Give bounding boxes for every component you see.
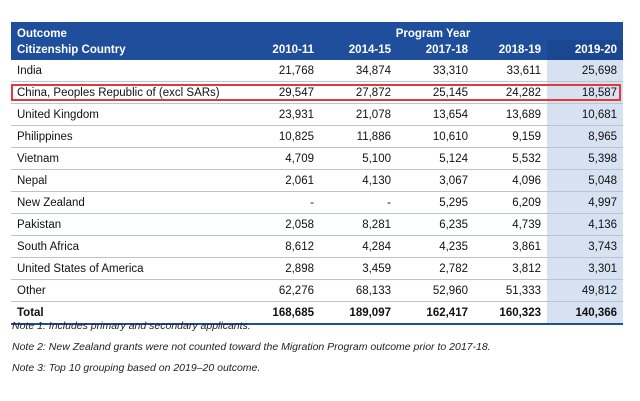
header-year: 2018-19 <box>474 40 547 60</box>
table-row: Vietnam 4,709 5,100 5,124 5,532 5,398 <box>11 147 624 170</box>
value-cell: 33,611 <box>474 60 547 82</box>
value-cell: 2,898 <box>243 257 320 280</box>
migration-table-container: Outcome Program Year Citizenship Country… <box>11 22 624 325</box>
table-header: Outcome Program Year Citizenship Country… <box>11 22 624 60</box>
value-cell: 8,612 <box>243 235 320 258</box>
value-cell: 33,310 <box>397 60 474 82</box>
table-row: United Kingdom 23,931 21,078 13,654 13,689 10… <box>11 103 624 126</box>
table-row: India 21,768 34,874 33,310 33,611 25,698 <box>11 60 624 82</box>
value-cell: 5,398 <box>547 147 624 170</box>
value-cell: 29,547 <box>243 81 320 104</box>
note-2: Note 2: New Zealand grants were not coun… <box>12 341 491 353</box>
value-cell: 24,282 <box>474 81 547 104</box>
value-cell: 25,698 <box>547 60 624 82</box>
migration-outcome-table: Outcome Program Year Citizenship Country… <box>11 22 624 325</box>
country-cell: Vietnam <box>11 147 243 170</box>
value-cell: 9,159 <box>474 125 547 148</box>
value-cell: 5,100 <box>320 147 397 170</box>
value-cell: 189,097 <box>320 301 397 325</box>
table-row: United States of America 2,898 3,459 2,782 3… <box>11 257 624 280</box>
value-cell: 10,681 <box>547 103 624 126</box>
value-cell: 8,965 <box>547 125 624 148</box>
value-cell: 3,067 <box>397 169 474 192</box>
value-cell: 62,276 <box>243 279 320 302</box>
header-year: 2010-11 <box>243 40 320 60</box>
value-cell: 11,886 <box>320 125 397 148</box>
value-cell: 5,295 <box>397 191 474 214</box>
value-cell: 18,587 <box>547 81 624 104</box>
value-cell: 13,689 <box>474 103 547 126</box>
table-row: South Africa 8,612 4,284 4,235 3,861 3,743 <box>11 235 624 258</box>
value-cell: 140,366 <box>547 301 624 325</box>
value-cell: 10,610 <box>397 125 474 148</box>
value-cell: - <box>320 191 397 214</box>
value-cell: 168,685 <box>243 301 320 325</box>
table-row: Nepal 2,061 4,130 3,067 4,096 5,048 <box>11 169 624 192</box>
table-row: China, Peoples Republic of (excl SARs) 29… <box>11 81 624 104</box>
country-cell: Philippines <box>11 125 243 148</box>
value-cell: 34,874 <box>320 60 397 82</box>
country-cell: Nepal <box>11 169 243 192</box>
value-cell: 160,323 <box>474 301 547 325</box>
table-body: India 21,768 34,874 33,310 33,611 25,698 China… <box>11 60 624 325</box>
value-cell: 3,743 <box>547 235 624 258</box>
value-cell: 162,417 <box>397 301 474 325</box>
header-citizenship-country: Citizenship Country <box>11 40 243 60</box>
total-row: Total 168,685 189,097 162,417 160,323 140,366 <box>11 301 624 325</box>
header-year: 2017-18 <box>397 40 474 60</box>
value-cell: 3,812 <box>474 257 547 280</box>
value-cell: 4,284 <box>320 235 397 258</box>
value-cell: 10,825 <box>243 125 320 148</box>
value-cell: 3,861 <box>474 235 547 258</box>
header-program-year: Program Year <box>243 22 624 40</box>
value-cell: 4,130 <box>320 169 397 192</box>
table-row: Other 62,276 68,133 52,960 51,333 49,812 <box>11 279 624 302</box>
value-cell: 4,709 <box>243 147 320 170</box>
value-cell: - <box>243 191 320 214</box>
value-cell: 4,096 <box>474 169 547 192</box>
value-cell: 8,281 <box>320 213 397 236</box>
value-cell: 4,997 <box>547 191 624 214</box>
country-cell: United States of America <box>11 257 243 280</box>
country-cell: New Zealand <box>11 191 243 214</box>
country-cell: South Africa <box>11 235 243 258</box>
value-cell: 5,048 <box>547 169 624 192</box>
country-cell: Other <box>11 279 243 302</box>
value-cell: 5,124 <box>397 147 474 170</box>
table-row: New Zealand - -5,295 6,209 4,997 <box>11 191 624 214</box>
value-cell: 4,235 <box>397 235 474 258</box>
value-cell: 21,768 <box>243 60 320 82</box>
country-cell: United Kingdom <box>11 103 243 126</box>
value-cell: 4,739 <box>474 213 547 236</box>
note-1: Note 1: Includes primary and secondary a… <box>12 320 251 332</box>
value-cell: 6,235 <box>397 213 474 236</box>
table-row: Pakistan 2,058 8,281 6,235 4,739 4,136 <box>11 213 624 236</box>
value-cell: 23,931 <box>243 103 320 126</box>
value-cell: 2,058 <box>243 213 320 236</box>
country-cell: China, Peoples Republic of (excl SARs) <box>11 81 243 104</box>
header-year: 2014-15 <box>320 40 397 60</box>
value-cell: 2,782 <box>397 257 474 280</box>
value-cell: 52,960 <box>397 279 474 302</box>
header-outcome: Outcome <box>11 22 243 40</box>
value-cell: 13,654 <box>397 103 474 126</box>
country-cell: India <box>11 60 243 82</box>
value-cell: 3,301 <box>547 257 624 280</box>
value-cell: 4,136 <box>547 213 624 236</box>
total-label: Total <box>11 301 243 325</box>
note-3: Note 3: Top 10 grouping based on 2019–20… <box>12 362 261 374</box>
value-cell: 51,333 <box>474 279 547 302</box>
value-cell: 3,459 <box>320 257 397 280</box>
value-cell: 25,145 <box>397 81 474 104</box>
table-row: Philippines 10,825 11,886 10,610 9,159 8,965 <box>11 125 624 148</box>
value-cell: 6,209 <box>474 191 547 214</box>
country-cell: Pakistan <box>11 213 243 236</box>
value-cell: 21,078 <box>320 103 397 126</box>
value-cell: 49,812 <box>547 279 624 302</box>
value-cell: 2,061 <box>243 169 320 192</box>
header-year: 2019-20 <box>547 40 624 60</box>
value-cell: 27,872 <box>320 81 397 104</box>
value-cell: 5,532 <box>474 147 547 170</box>
value-cell: 68,133 <box>320 279 397 302</box>
